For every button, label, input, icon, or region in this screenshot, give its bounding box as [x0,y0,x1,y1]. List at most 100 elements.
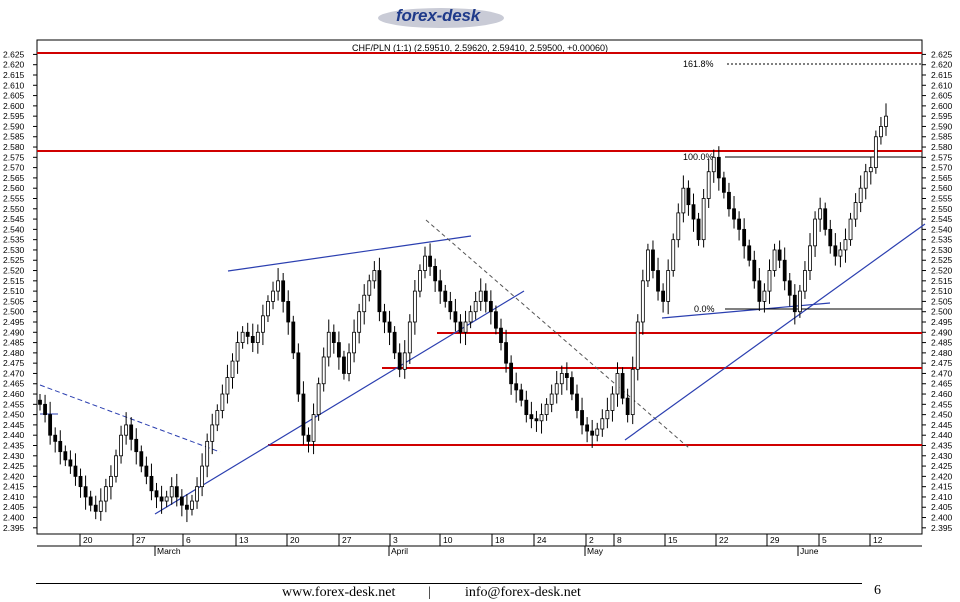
y-tick-label-right-42: 2.415 [931,482,953,492]
trend-lines [39,219,926,515]
bar-body-93 [509,362,514,385]
y-tick-label-left-38: 2.435 [3,440,25,450]
bar-body-51 [296,352,301,395]
candlestick-chart: CHF/PLN (1:1) (2.59510, 2.59620, 2.59410… [3,39,953,556]
y-tick-label-left-42: 2.415 [3,482,25,492]
bar-body-121 [651,249,655,271]
y-tick-label-left-29: 2.480 [3,348,25,358]
bar-body-114 [615,373,620,395]
x-tick-label-3: 13 [239,535,249,545]
bar-body-149 [792,294,797,313]
bar-body-41 [245,331,250,337]
y-tick-label-right-12: 2.565 [931,173,953,183]
bar-body-142 [757,280,762,302]
y-tick-label-left-3: 2.610 [3,80,25,90]
bar-body-54 [311,414,316,442]
y-tick-label-right-40: 2.425 [931,461,953,471]
y-tick-label-right-22: 2.515 [931,276,953,286]
month-label-0: March [157,546,181,556]
bar-body-71 [397,352,402,370]
bar-body-145 [772,249,777,271]
y-tick-label-right-17: 2.540 [931,224,953,234]
bar-body-140 [747,245,752,261]
y-tick-label-right-46: 2.395 [931,523,953,533]
y-tick-label-right-27: 2.490 [931,327,953,337]
y-tick-label-right-23: 2.510 [931,286,953,296]
x-tick-label-8: 18 [495,535,505,545]
bar-body-66 [372,270,377,282]
bar-body-40 [240,331,245,343]
uptrend-support-may [624,223,926,441]
bar-body-20 [139,451,144,467]
bar-body-21 [144,465,149,477]
bar-body-156 [828,228,833,247]
y-tick-label-right-1: 2.620 [931,60,953,70]
y-tick-label-left-41: 2.420 [3,471,25,481]
y-tick-label-left-16: 2.545 [3,214,25,224]
y-tick-label-right-5: 2.600 [931,101,953,111]
bar-body-70 [392,331,397,354]
footer-url[interactable]: www.forex-desk.net [282,585,396,600]
bar-body-72 [402,352,407,370]
y-tick-label-left-11: 2.570 [3,163,25,173]
y-tick-label-right-15: 2.550 [931,204,953,214]
y-tick-label-left-30: 2.475 [3,358,25,368]
y-tick-label-left-36: 2.445 [3,420,25,430]
bar-body-39 [235,342,240,362]
resistance-channel-line [227,235,472,272]
y-tick-label-right-41: 2.420 [931,471,953,481]
footer-email[interactable]: info@forex-desk.net [465,585,581,600]
bar-body-100 [544,403,549,416]
bar-body-164 [868,167,873,173]
y-tick-label-right-24: 2.505 [931,296,953,306]
bar-body-74 [412,290,417,323]
y-tick-label-right-31: 2.470 [931,368,953,378]
y-tick-label-right-6: 2.595 [931,111,953,121]
footer-separator: | [428,585,431,600]
bar-body-109 [590,430,595,436]
bar-body-36 [220,393,225,411]
y-tick-label-right-2: 2.615 [931,70,953,80]
bar-body-103 [559,373,564,385]
bar-body-10 [88,496,93,506]
bar-body-85 [468,311,473,323]
chart-title: CHF/PLN (1:1) (2.59510, 2.59620, 2.59410… [352,43,608,53]
y-tick-label-left-20: 2.525 [3,255,25,265]
bar-body-26 [169,486,174,498]
x-tick-label-7: 10 [443,535,453,545]
bar-body-28 [179,496,184,506]
bar-body-129 [691,204,696,220]
bar-body-15 [114,455,118,477]
downtrend-dashed-april [425,219,690,449]
y-tick-label-right-14: 2.555 [931,193,953,203]
x-tick-label-14: 29 [770,535,780,545]
bar-body-75 [418,270,422,292]
bar-body-126 [676,212,681,241]
y-tick-label-right-7: 2.590 [931,121,953,131]
y-tick-label-left-28: 2.485 [3,338,25,348]
bar-body-155 [823,208,828,230]
bar-body-46 [271,290,275,302]
y-tick-label-left-45: 2.400 [3,513,25,523]
y-tick-label-left-0: 2.625 [3,49,25,59]
bar-body-1 [43,403,47,416]
bar-body-122 [656,270,660,292]
bar-body-23 [154,490,159,498]
y-tick-label-right-10: 2.575 [931,152,953,162]
bar-body-153 [813,218,817,247]
y-tick-label-right-19: 2.530 [931,245,953,255]
y-tick-label-left-12: 2.565 [3,173,25,183]
bar-body-92 [504,342,508,364]
y-tick-label-right-11: 2.570 [931,163,953,173]
bar-body-68 [382,311,387,323]
bar-body-14 [109,475,113,488]
bar-body-158 [838,249,843,257]
bar-body-97 [529,414,534,420]
y-tick-label-right-28: 2.485 [931,338,953,348]
bar-body-0 [38,399,42,405]
y-tick-label-left-8: 2.585 [3,132,25,142]
y-tick-label-right-13: 2.560 [931,183,953,193]
y-tick-label-left-22: 2.515 [3,276,25,286]
footer-rule [36,583,862,584]
bar-body-34 [210,424,215,442]
